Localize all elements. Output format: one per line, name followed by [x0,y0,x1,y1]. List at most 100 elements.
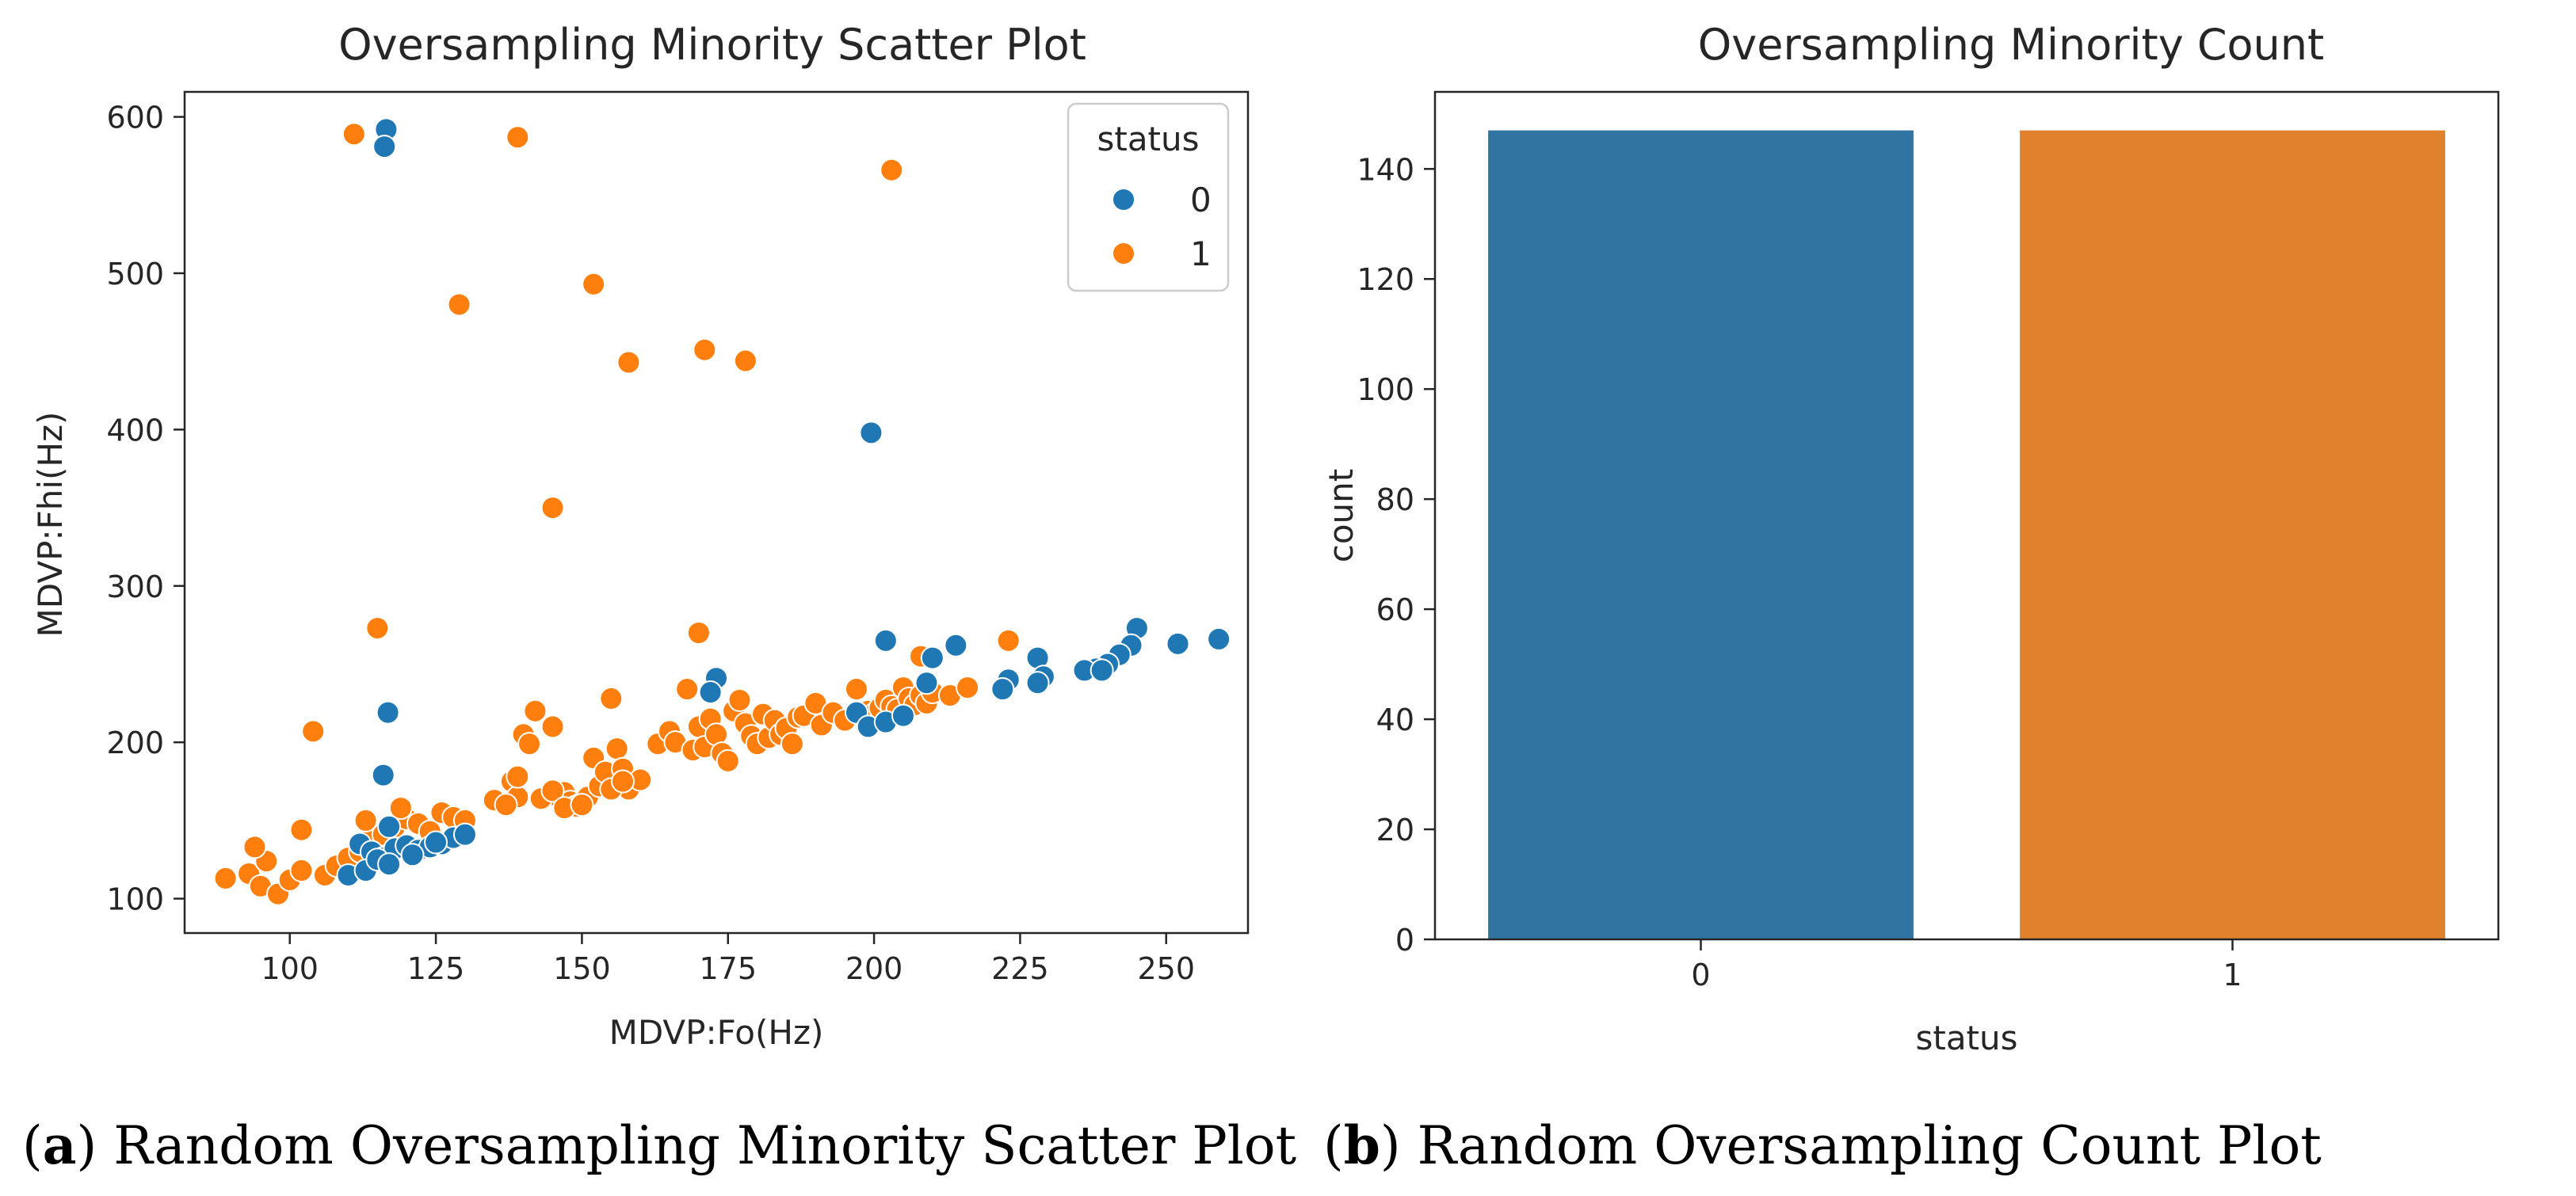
scatter-point-status-1 [599,686,624,710]
scatter-point-status-0 [372,135,397,159]
scatter-point-status-0 [891,703,915,728]
scatter-point-status-1 [880,158,904,182]
bar-plot-frame [1433,90,2500,941]
caption-b-text: Random Oversampling Count Plot [1401,1115,2322,1176]
scatter-point-status-1 [213,866,238,890]
scatter-point-status-1 [342,122,366,147]
scatter-y-ticks: 100 200 300 400 500 600 [106,101,185,917]
scatter-title: Oversampling Minority Scatter Plot [338,20,1086,70]
scatter-point-status-1 [506,125,530,150]
scatter-x-ticks: 100 125 150 175 200 225 250 [261,933,1195,986]
scatter-point-status-1 [733,349,758,373]
scatter-point-status-1 [780,732,804,756]
bar-y-tick-label: 120 [1357,262,1414,297]
scatter-point-status-1 [844,677,868,702]
scatter-point-status-0 [944,633,968,657]
scatter-y-axis-label: MDVP:Fhi(Hz) [31,412,70,638]
scatter-point-status-0 [377,814,402,839]
bar-y-ticks: 0 20 40 60 80 100 120 140 [1357,152,1435,958]
scatter-point-status-0 [452,822,477,847]
scatter-point-status-0 [376,700,400,725]
bar-y-tick-label: 60 [1376,592,1414,627]
bar-status-1 [2020,130,2445,940]
legend-label-0: 0 [1190,181,1212,219]
scatter-plot-frame [183,90,1250,935]
bar-y-axis-label: count [1322,469,1361,563]
scatter-point-status-1 [447,292,471,317]
scatter-point-status-0 [400,843,425,867]
scatter-point-status-1 [540,779,565,803]
legend-frame [1067,102,1230,292]
scatter-y-tick-label: 100 [106,882,164,917]
bar-title: Oversampling Minority Count [1698,20,2324,70]
scatter-point-status-0 [1025,671,1050,695]
scatter-point-status-0 [990,677,1015,702]
captions: (a) Random Oversampling Minority Scatter… [22,1114,2322,1176]
scatter-point-status-1 [353,808,378,832]
scatter-y-tick-label: 300 [106,569,164,604]
scatter-point-status-1 [301,719,326,744]
scatter-x-tick-label: 225 [991,951,1049,986]
bar-x-tick-label: 0 [1691,958,1710,992]
scatter-point-status-1 [675,677,700,702]
scatter-point-status-1 [289,817,314,842]
scatter-point-status-1 [956,676,980,700]
scatter-y-tick-label: 400 [106,413,164,448]
scatter-point-status-1 [582,272,606,296]
scatter-point-status-0 [1090,658,1114,683]
caption-a-text: Random Oversampling Minority Scatter Plo… [97,1115,1296,1176]
scatter-point-status-1 [523,699,548,723]
scatter-point-status-1 [506,764,530,789]
scatter-point-status-0 [859,421,883,445]
scatter-point-status-1 [605,737,629,761]
bar-y-tick-label: 100 [1357,372,1414,407]
scatter-point-status-1 [570,793,594,817]
scatter-panel: Oversampling Minority Scatter Plot 100 20… [31,20,1250,1052]
scatter-point-status-0 [371,763,395,787]
scatter-point-status-1 [242,835,267,859]
legend-label-1: 1 [1190,234,1212,273]
scatter-x-tick-label: 250 [1138,951,1196,986]
scatter-point-status-0 [424,830,448,855]
caption-a: (a) Random Oversampling Minority Scatter… [22,1114,1296,1176]
scatter-point-status-0 [698,680,723,705]
scatter-legend: status 0 1 [1067,102,1230,292]
scatter-point-status-1 [540,714,565,739]
scatter-points [213,117,1231,906]
caption-a-letter: a [43,1114,77,1176]
scatter-point-status-1 [686,620,711,645]
scatter-point-status-0 [873,628,898,653]
bar-y-tick-label: 40 [1376,703,1414,737]
scatter-point-status-1 [727,688,752,712]
scatter-point-status-1 [716,748,740,773]
bar-y-tick-label: 80 [1376,482,1414,517]
bar-panel: Oversampling Minority Count 0 20 40 60 80 100… [1322,20,2500,1057]
legend-title: status [1097,120,1199,158]
caption-b: (b) Random Oversampling Count Plot [1323,1114,2322,1176]
legend-marker-1 [1112,242,1135,265]
bar-x-axis-label: status [1915,1019,2017,1057]
scatter-point-status-0 [914,671,939,695]
scatter-point-status-1 [611,769,635,794]
bar-bars [1488,130,2445,940]
scatter-x-tick-label: 175 [699,951,757,986]
scatter-point-status-1 [494,793,518,817]
scatter-point-status-1 [388,796,413,821]
scatter-x-tick-label: 100 [261,951,319,986]
scatter-point-status-1 [365,616,390,641]
scatter-point-status-1 [289,859,314,883]
bar-y-tick-label: 20 [1376,813,1414,847]
scatter-y-tick-label: 200 [106,726,164,760]
scatter-point-status-1 [616,350,641,375]
scatter-y-tick-label: 600 [106,101,164,135]
scatter-point-status-0 [1166,631,1190,656]
scatter-x-tick-label: 125 [407,951,465,986]
scatter-x-axis-label: MDVP:Fo(Hz) [609,1013,824,1052]
legend-marker-0 [1112,188,1135,211]
bar-x-tick-label: 1 [2223,958,2242,992]
scatter-point-status-1 [540,496,565,520]
scatter-point-status-0 [1207,627,1231,651]
caption-b-letter: b [1344,1114,1380,1176]
